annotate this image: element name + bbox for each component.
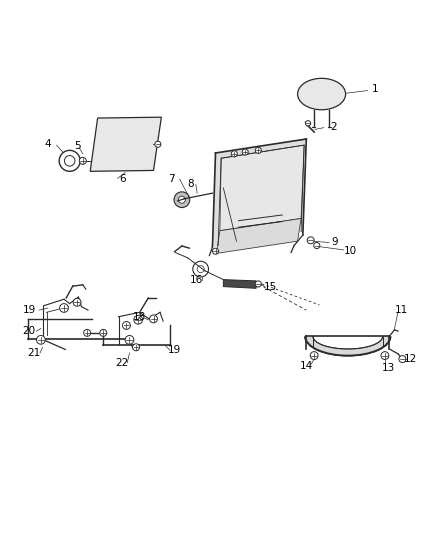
Circle shape: [100, 329, 107, 336]
Text: 4: 4: [45, 139, 51, 149]
Circle shape: [255, 281, 261, 287]
Circle shape: [73, 298, 81, 306]
Text: 18: 18: [133, 312, 146, 322]
Text: 10: 10: [344, 246, 357, 256]
Text: 21: 21: [27, 348, 40, 358]
Polygon shape: [223, 280, 256, 288]
Polygon shape: [220, 145, 304, 231]
Circle shape: [125, 335, 134, 344]
Circle shape: [255, 147, 261, 154]
Circle shape: [60, 304, 68, 312]
Text: 16: 16: [190, 276, 203, 286]
Circle shape: [84, 329, 91, 336]
Circle shape: [307, 237, 314, 244]
Circle shape: [305, 120, 311, 126]
Text: 22: 22: [116, 358, 129, 368]
Text: 5: 5: [74, 141, 81, 151]
Circle shape: [64, 156, 75, 166]
Circle shape: [193, 261, 208, 277]
Ellipse shape: [297, 78, 346, 110]
Polygon shape: [305, 336, 390, 356]
Text: 2: 2: [330, 122, 337, 132]
Polygon shape: [301, 139, 306, 235]
Circle shape: [36, 335, 45, 344]
Circle shape: [133, 344, 140, 351]
Circle shape: [231, 151, 237, 157]
Text: 14: 14: [300, 361, 313, 371]
Polygon shape: [215, 139, 306, 158]
Text: 6: 6: [120, 174, 126, 184]
Circle shape: [399, 356, 406, 362]
Polygon shape: [90, 117, 161, 171]
Circle shape: [197, 265, 204, 272]
Text: 7: 7: [168, 174, 174, 184]
Text: 19: 19: [168, 345, 181, 356]
Polygon shape: [212, 153, 221, 247]
Circle shape: [59, 150, 80, 171]
Circle shape: [310, 352, 318, 359]
Circle shape: [242, 149, 248, 155]
Text: 12: 12: [403, 354, 417, 364]
Text: 13: 13: [382, 363, 395, 373]
Circle shape: [123, 321, 131, 329]
Circle shape: [174, 192, 190, 207]
Circle shape: [381, 352, 389, 359]
Circle shape: [150, 315, 157, 323]
Text: 20: 20: [22, 326, 35, 336]
Text: 15: 15: [264, 282, 277, 293]
Text: 19: 19: [22, 305, 36, 315]
Text: 11: 11: [395, 305, 408, 315]
Circle shape: [314, 243, 320, 248]
Circle shape: [79, 157, 86, 164]
Text: 1: 1: [372, 84, 378, 94]
Polygon shape: [216, 219, 301, 253]
Circle shape: [178, 196, 185, 203]
Circle shape: [212, 248, 219, 254]
Text: 8: 8: [187, 180, 194, 189]
Circle shape: [134, 316, 143, 324]
Circle shape: [155, 141, 161, 147]
Text: 9: 9: [332, 238, 338, 247]
